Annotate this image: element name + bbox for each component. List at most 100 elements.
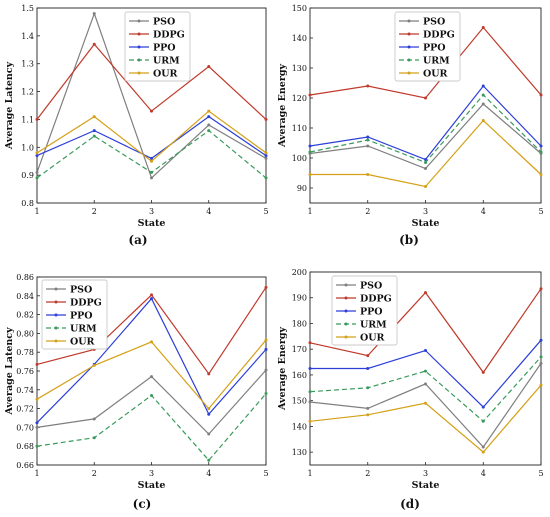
series-line-our bbox=[309, 384, 542, 453]
data-point-our bbox=[35, 397, 39, 401]
data-point-ppo bbox=[366, 135, 370, 139]
x-tick-label: 5 bbox=[263, 207, 268, 216]
legend-label-ddpg: DDPG bbox=[423, 30, 455, 41]
data-point-ppo bbox=[150, 156, 153, 160]
legend-marker bbox=[407, 71, 411, 75]
legend-marker bbox=[137, 32, 141, 36]
y-tick-label: 130 bbox=[292, 448, 307, 457]
x-tick-label: 4 bbox=[481, 469, 486, 478]
data-point-ppo bbox=[308, 367, 312, 370]
data-point-our bbox=[92, 115, 96, 119]
data-point-pso bbox=[308, 400, 312, 404]
legend-box bbox=[124, 11, 191, 82]
series-line-urm bbox=[309, 356, 542, 423]
legend-box bbox=[394, 11, 461, 82]
data-point-ppo bbox=[424, 348, 427, 352]
data-point-our bbox=[308, 419, 312, 423]
data-point-pso bbox=[35, 425, 39, 429]
data-point-pso bbox=[92, 417, 96, 421]
legend-box bbox=[331, 275, 398, 346]
data-point-our bbox=[539, 383, 543, 387]
data-point-ddpg bbox=[35, 117, 39, 121]
x-tick-label: 1 bbox=[34, 469, 39, 478]
y-tick-label: 150 bbox=[292, 397, 307, 406]
data-point-urm bbox=[539, 355, 543, 359]
series-line-urm bbox=[309, 94, 542, 164]
y-axis-title: Average Energy bbox=[277, 326, 288, 411]
data-point-ppo bbox=[264, 347, 268, 351]
data-point-ppo bbox=[366, 367, 370, 370]
legend-marker bbox=[344, 283, 348, 287]
y-tick-label: 200 bbox=[292, 268, 307, 277]
data-point-ppo bbox=[539, 144, 543, 148]
y-tick-label: 180 bbox=[292, 319, 307, 328]
x-tick-label: 2 bbox=[92, 469, 97, 478]
data-point-pso bbox=[366, 144, 370, 148]
legend-marker bbox=[344, 296, 348, 300]
y-tick-label: 100 bbox=[292, 154, 307, 163]
legend-label-urm: URM bbox=[360, 320, 387, 331]
data-point-ddpg bbox=[207, 65, 211, 68]
data-point-ppo bbox=[35, 154, 39, 158]
legend-marker bbox=[54, 326, 58, 330]
data-point-our bbox=[264, 338, 268, 342]
data-point-ddpg bbox=[264, 285, 268, 289]
y-tick-label: 120 bbox=[292, 94, 307, 103]
legend-marker bbox=[407, 45, 411, 49]
legend-marker bbox=[54, 313, 58, 317]
legend-label-ddpg: DDPG bbox=[360, 294, 392, 305]
data-point-ddpg bbox=[92, 42, 96, 46]
legend-marker bbox=[137, 58, 141, 62]
data-point-ddpg bbox=[366, 84, 370, 88]
x-tick-label: 4 bbox=[206, 207, 211, 216]
data-point-our bbox=[424, 401, 427, 405]
data-point-pso bbox=[264, 368, 268, 372]
y-tick-label: 110 bbox=[292, 124, 307, 133]
data-point-ppo bbox=[150, 297, 153, 301]
panel-caption: (a) bbox=[128, 233, 147, 247]
data-point-our bbox=[481, 119, 485, 122]
data-point-urm bbox=[92, 436, 96, 440]
data-point-ddpg bbox=[308, 93, 312, 97]
data-point-our bbox=[207, 407, 211, 411]
data-point-urm bbox=[264, 176, 268, 180]
series-line-urm bbox=[36, 393, 267, 462]
x-tick-label: 3 bbox=[149, 207, 154, 216]
legend-marker bbox=[54, 287, 58, 291]
x-axis-title: State bbox=[412, 218, 440, 229]
panel-caption: (c) bbox=[133, 497, 152, 511]
series-line-our bbox=[36, 110, 267, 162]
x-tick-label: 4 bbox=[206, 469, 211, 478]
x-tick-label: 1 bbox=[34, 207, 39, 216]
data-point-urm bbox=[207, 458, 211, 462]
data-point-ddpg bbox=[539, 93, 543, 97]
data-point-pso bbox=[35, 170, 39, 174]
x-axis-title: State bbox=[138, 480, 166, 491]
y-tick-label: 160 bbox=[292, 371, 307, 380]
legend-marker bbox=[54, 300, 58, 304]
y-tick-label: 0.68 bbox=[16, 442, 34, 451]
legend-label-urm: URM bbox=[70, 324, 97, 335]
legend-marker bbox=[344, 322, 348, 326]
legend-marker bbox=[54, 339, 58, 343]
series-line-pso bbox=[309, 363, 542, 448]
y-tick-label: 190 bbox=[292, 294, 307, 303]
data-point-urm bbox=[150, 170, 153, 174]
x-tick-label: 2 bbox=[365, 207, 370, 216]
data-point-pso bbox=[150, 375, 153, 379]
data-point-ddpg bbox=[150, 293, 153, 297]
x-tick-label: 3 bbox=[149, 469, 154, 478]
x-tick-label: 2 bbox=[365, 469, 370, 478]
legend-marker bbox=[137, 19, 141, 23]
series-line-pso bbox=[36, 369, 267, 435]
data-point-ppo bbox=[308, 144, 312, 148]
data-point-urm bbox=[92, 134, 96, 138]
y-tick-label: 0.9 bbox=[21, 171, 34, 180]
legend-label-urm: URM bbox=[153, 56, 180, 67]
y-tick-label: 1.2 bbox=[21, 88, 34, 97]
data-point-urm bbox=[150, 393, 153, 397]
y-tick-label: 170 bbox=[292, 345, 307, 354]
y-tick-label: 0.66 bbox=[16, 461, 34, 470]
y-tick-label: 130 bbox=[292, 64, 307, 73]
